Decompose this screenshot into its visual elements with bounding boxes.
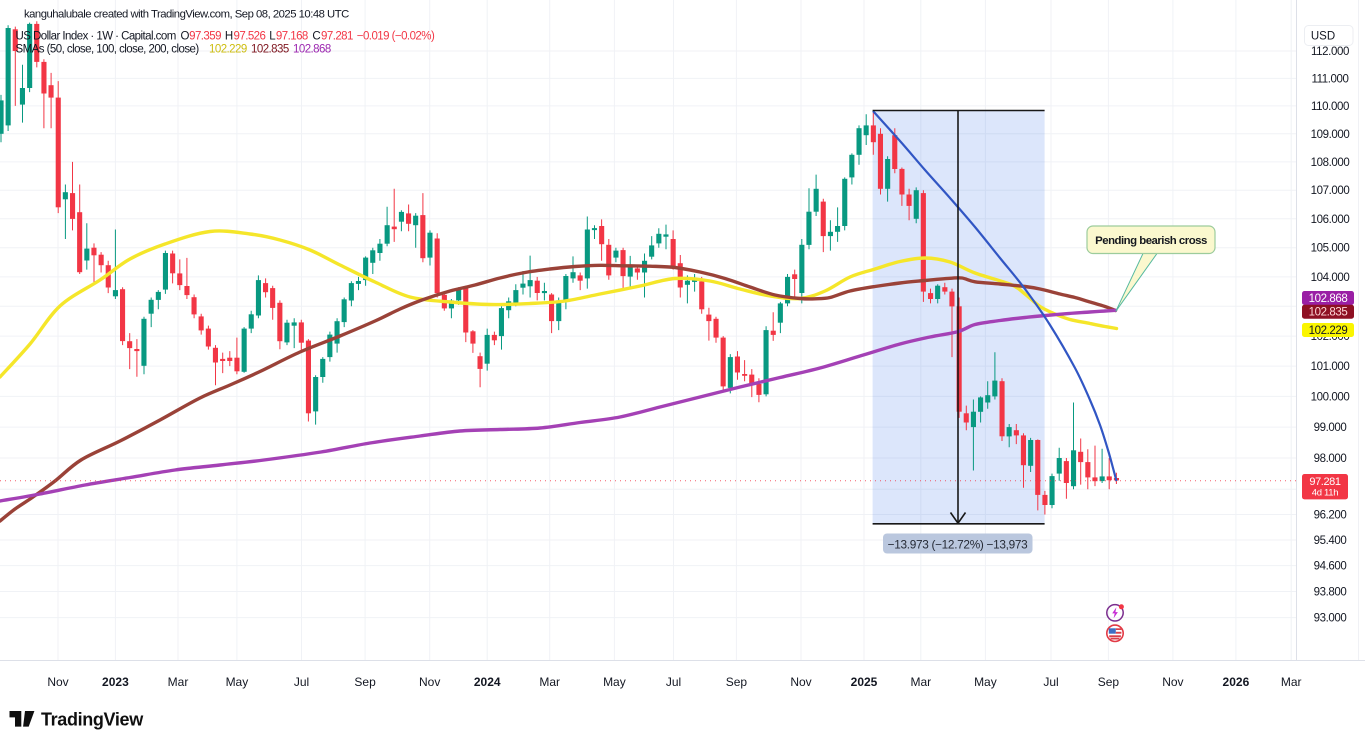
svg-text:2025: 2025 [851,675,878,689]
svg-text:112.000: 112.000 [1311,46,1349,58]
svg-text:2024: 2024 [474,675,501,689]
svg-text:97.281: 97.281 [1309,476,1341,488]
svg-text:May: May [603,675,626,689]
svg-text:Mar: Mar [910,675,931,689]
svg-text:TradingView: TradingView [41,710,144,730]
svg-text:107.000: 107.000 [1311,185,1350,197]
svg-text:94.600: 94.600 [1314,561,1347,573]
svg-text:Mar: Mar [1281,675,1302,689]
svg-text:Mar: Mar [539,675,560,689]
svg-text:Sep: Sep [726,675,748,689]
svg-text:104.000: 104.000 [1311,272,1350,284]
svg-text:Pending bearish cross: Pending bearish cross [1095,235,1207,247]
svg-text:SMAs (50, close, 100, close, 2: SMAs (50, close, 100, close, 200, close)… [16,44,331,56]
svg-text:95.400: 95.400 [1314,535,1347,547]
svg-text:110.000: 110.000 [1311,101,1349,113]
svg-text:101.000: 101.000 [1311,361,1350,373]
svg-text:98.000: 98.000 [1314,453,1347,465]
svg-text:Sep: Sep [354,675,376,689]
svg-text:Jul: Jul [294,675,309,689]
svg-text:US Dollar Index · 1W · Capital: US Dollar Index · 1W · Capital.com O97.35… [16,31,435,43]
svg-text:Jul: Jul [1043,675,1058,689]
svg-text:Sep: Sep [1098,675,1120,689]
svg-text:May: May [974,675,997,689]
svg-text:108.000: 108.000 [1311,157,1350,169]
svg-text:2026: 2026 [1223,675,1250,689]
svg-text:2023: 2023 [102,675,129,689]
svg-text:4d 11h: 4d 11h [1312,488,1339,499]
svg-text:Jul: Jul [666,675,681,689]
svg-text:111.000: 111.000 [1311,73,1348,85]
svg-text:Nov: Nov [47,675,68,689]
svg-text:105.000: 105.000 [1311,243,1350,255]
svg-text:Nov: Nov [419,675,440,689]
svg-text:96.200: 96.200 [1314,510,1347,522]
svg-text:93.000: 93.000 [1314,613,1347,625]
svg-text:102.835: 102.835 [1309,307,1348,319]
svg-text:93.800: 93.800 [1314,587,1347,599]
svg-text:109.000: 109.000 [1311,129,1350,141]
svg-text:Nov: Nov [790,675,811,689]
svg-text:100.000: 100.000 [1311,391,1350,403]
svg-text:106.000: 106.000 [1311,214,1350,226]
svg-text:Mar: Mar [168,675,189,689]
svg-text:USD: USD [1311,31,1335,43]
svg-text:Nov: Nov [1162,675,1183,689]
svg-text:102.868: 102.868 [1309,293,1348,305]
svg-text:kanguhalubale created with Tra: kanguhalubale created with TradingView.c… [24,9,349,21]
svg-text:−13.973 (−12.72%) −13,973: −13.973 (−12.72%) −13,973 [888,538,1028,552]
svg-text:102.229: 102.229 [1309,325,1348,337]
svg-text:May: May [226,675,249,689]
svg-text:99.000: 99.000 [1314,422,1347,434]
